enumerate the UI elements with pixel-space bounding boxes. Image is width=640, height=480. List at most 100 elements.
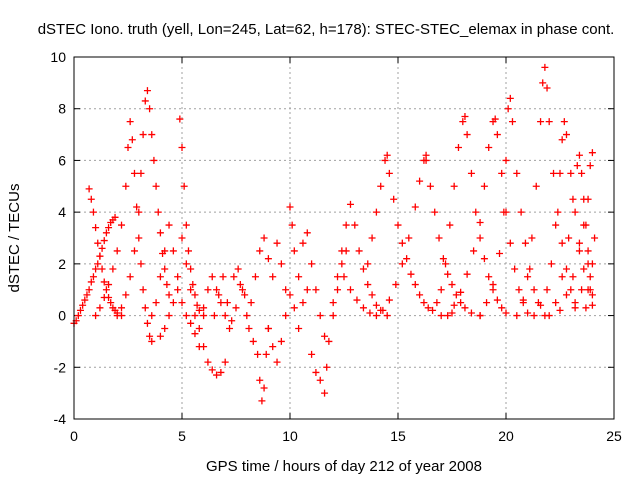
y-tick-label: 4 bbox=[58, 204, 66, 220]
data-point bbox=[562, 291, 570, 299]
data-point bbox=[582, 304, 590, 312]
data-point bbox=[560, 118, 568, 126]
data-point bbox=[98, 265, 106, 273]
data-point bbox=[558, 239, 566, 247]
data-point bbox=[217, 299, 225, 307]
data-point bbox=[500, 208, 508, 216]
data-point bbox=[547, 260, 555, 268]
data-point bbox=[543, 84, 551, 92]
data-point bbox=[368, 234, 376, 242]
data-point bbox=[148, 131, 156, 139]
data-point bbox=[524, 273, 532, 281]
data-point bbox=[85, 286, 93, 294]
data-point bbox=[457, 299, 465, 307]
data-point bbox=[448, 281, 456, 289]
data-point bbox=[191, 312, 199, 320]
data-point bbox=[459, 118, 467, 126]
data-point bbox=[537, 118, 545, 126]
data-point bbox=[483, 299, 491, 307]
data-point bbox=[383, 312, 391, 320]
data-point bbox=[213, 371, 221, 379]
data-point bbox=[498, 169, 506, 177]
x-tick-label: 25 bbox=[606, 428, 622, 444]
data-point bbox=[87, 278, 95, 286]
data-point bbox=[338, 247, 346, 255]
data-point bbox=[219, 273, 227, 281]
data-point bbox=[383, 151, 391, 159]
data-point bbox=[480, 182, 488, 190]
data-point bbox=[76, 306, 84, 314]
data-point bbox=[290, 247, 298, 255]
data-point bbox=[79, 301, 87, 309]
data-point bbox=[346, 286, 354, 294]
data-point bbox=[405, 234, 413, 242]
data-point bbox=[545, 312, 553, 320]
data-point bbox=[308, 260, 316, 268]
data-point bbox=[515, 286, 523, 294]
data-point bbox=[277, 260, 285, 268]
data-point bbox=[303, 229, 311, 237]
data-point bbox=[524, 309, 532, 317]
y-tick-label: -2 bbox=[54, 359, 67, 375]
data-point bbox=[102, 229, 110, 237]
data-point bbox=[366, 309, 374, 317]
data-point bbox=[299, 239, 307, 247]
data-point bbox=[165, 312, 173, 320]
data-point bbox=[187, 319, 195, 327]
data-point bbox=[571, 208, 579, 216]
data-point bbox=[98, 244, 106, 252]
data-point bbox=[565, 234, 573, 242]
data-point bbox=[506, 94, 514, 102]
data-point bbox=[100, 278, 108, 286]
data-point bbox=[578, 286, 586, 294]
data-point bbox=[508, 118, 516, 126]
data-point bbox=[141, 97, 149, 105]
x-tick-label: 5 bbox=[178, 428, 186, 444]
data-point bbox=[439, 255, 447, 263]
data-point bbox=[435, 234, 443, 242]
data-point bbox=[200, 312, 208, 320]
data-point bbox=[249, 337, 257, 345]
data-point bbox=[122, 291, 130, 299]
data-point bbox=[111, 213, 119, 221]
data-point bbox=[493, 131, 501, 139]
data-point bbox=[161, 265, 169, 273]
data-point bbox=[295, 273, 303, 281]
data-point bbox=[191, 291, 199, 299]
data-point bbox=[541, 63, 549, 71]
data-point bbox=[146, 105, 154, 113]
data-point bbox=[152, 299, 160, 307]
data-point bbox=[575, 247, 583, 255]
data-point bbox=[554, 208, 562, 216]
data-point bbox=[282, 286, 290, 294]
data-point bbox=[586, 286, 594, 294]
data-point bbox=[543, 286, 551, 294]
data-point bbox=[416, 177, 424, 185]
data-point bbox=[273, 239, 281, 247]
data-point bbox=[532, 182, 540, 190]
data-point bbox=[81, 296, 89, 304]
data-point bbox=[182, 312, 190, 320]
data-point bbox=[105, 281, 113, 289]
data-point bbox=[552, 221, 560, 229]
x-tick-label: 0 bbox=[70, 428, 78, 444]
data-point bbox=[161, 247, 169, 255]
data-point bbox=[96, 252, 104, 260]
data-point bbox=[286, 203, 294, 211]
data-point bbox=[334, 286, 342, 294]
data-point bbox=[204, 286, 212, 294]
data-point bbox=[528, 234, 536, 242]
data-point bbox=[193, 301, 201, 309]
data-point bbox=[321, 389, 329, 397]
data-point bbox=[372, 301, 380, 309]
data-point bbox=[152, 182, 160, 190]
data-point bbox=[161, 325, 169, 332]
data-point bbox=[489, 281, 497, 289]
data-point bbox=[122, 182, 130, 190]
data-point bbox=[176, 115, 184, 123]
data-point bbox=[586, 162, 594, 170]
x-tick-labels: 0 5 10 15 20 25 bbox=[70, 428, 622, 444]
data-point bbox=[545, 118, 553, 126]
data-point bbox=[476, 312, 484, 320]
data-point bbox=[398, 260, 406, 268]
